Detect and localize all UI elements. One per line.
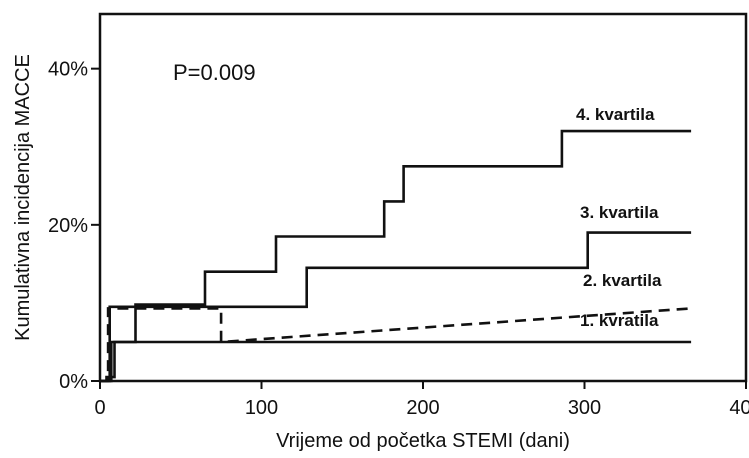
y-tick-label: 20% xyxy=(48,215,88,237)
series-label: 1. kvratila xyxy=(580,311,659,330)
x-axis-title: Vrijeme od početka STEMI (dani) xyxy=(276,430,570,452)
x-tick-label: 100 xyxy=(245,397,278,419)
x-tick-label: 200 xyxy=(406,397,439,419)
y-axis-title: Kumulativna incidencija MACCE xyxy=(12,54,34,341)
y-tick-label: 40% xyxy=(48,59,88,81)
curve-3-kvartila xyxy=(100,231,692,383)
plot-frame xyxy=(98,12,748,383)
curve-4-kvartila xyxy=(100,129,692,383)
x-tick-label: 400 xyxy=(729,397,749,419)
curve-1-kvratila xyxy=(100,340,692,383)
p-value-annotation: P=0.009 xyxy=(173,60,256,85)
series-label: 3. kvartila xyxy=(580,203,659,222)
x-tick-label: 0 xyxy=(94,397,105,419)
x-tick-label: 300 xyxy=(568,397,601,419)
series-label: 2. kvartila xyxy=(583,271,662,290)
series-label: 4. kvartila xyxy=(576,105,655,124)
y-tick-label: 0% xyxy=(59,371,88,393)
